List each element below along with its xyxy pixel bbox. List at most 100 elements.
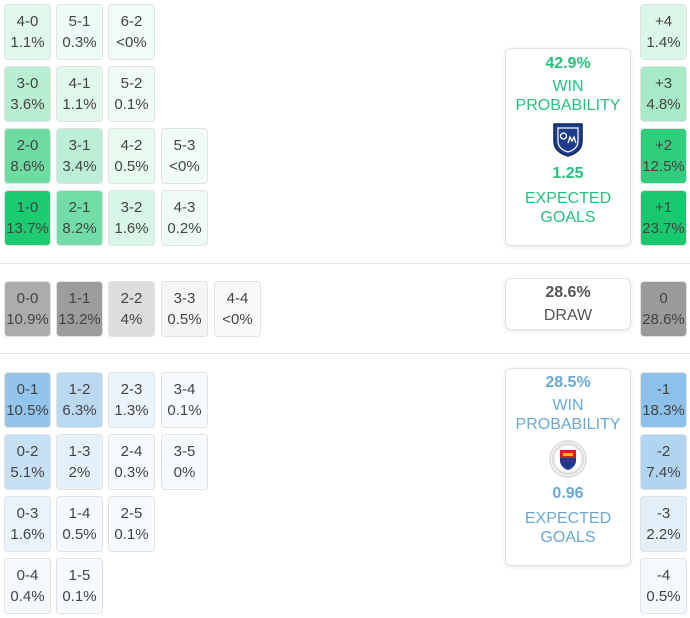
away-scoreline-cell: 1-5 0.1% [56,558,103,614]
millonarios-crest-icon [553,123,583,157]
score-probability: 18.3% [642,402,685,419]
away-scoreline-cell: 3-4 0.1% [161,372,208,428]
score-probability: 12.5% [642,158,685,175]
score-probability: 28.6% [642,311,685,328]
goal-margin-cell: +3 4.8% [640,66,687,122]
score-label: 4-3 [173,199,196,216]
score-label: 2-2 [120,290,143,307]
goal-margin-cell: +4 1.4% [640,4,687,60]
goal-margin-cell: -2 7.4% [640,434,687,490]
score-probability: 10.9% [6,311,49,328]
score-label: 5-2 [120,75,143,92]
score-probability: 1.6% [10,526,45,543]
score-label: +2 [654,137,673,154]
score-label: 3-4 [173,381,196,398]
home-win-percentage: 42.9% [545,55,591,72]
home-scoreline-cell: 4-1 1.1% [56,66,103,122]
score-label: 1-5 [68,567,91,584]
score-label: 3-1 [68,137,91,154]
score-label: 2-5 [120,505,143,522]
score-probability: 4.8% [646,96,681,113]
score-probability: 13.2% [58,311,101,328]
score-label: 5-1 [68,13,91,30]
draw-card: 28.6% DRAW [505,278,631,330]
home-scoreline-cell: 1-0 13.7% [4,190,51,246]
score-probability: 0.1% [167,402,202,419]
score-probability: 3.4% [62,158,97,175]
draw-scoreline-cell: 3-3 0.5% [161,281,208,337]
score-label: 2-1 [68,199,91,216]
away-expected-goals-label: EXPECTED GOALS [524,510,612,546]
score-probability: 2.2% [646,526,681,543]
away-win-card: 28.5% WIN PROBABILITY 0.96 EXPECTED GOAL… [505,368,631,566]
score-label: 4-0 [16,13,39,30]
score-label: 5-3 [173,137,196,154]
separator [0,263,690,264]
score-probability: 0.5% [114,158,149,175]
goal-margin-cell: +2 12.5% [640,128,687,184]
score-label: 4-4 [226,290,249,307]
score-probability: 13.7% [6,220,49,237]
score-label: 0-1 [16,381,39,398]
away-scoreline-cell: 0-4 0.4% [4,558,51,614]
score-probability: 0.4% [10,588,45,605]
score-probability: <0% [116,34,147,51]
home-expected-goals-label: EXPECTED GOALS [524,190,612,226]
score-probability: 8.6% [10,158,45,175]
score-label: 1-3 [68,443,91,460]
score-label: -2 [656,443,671,460]
score-label: 1-4 [68,505,91,522]
score-label: +3 [654,75,673,92]
home-scoreline-cell: 3-0 3.6% [4,66,51,122]
score-label: 6-2 [120,13,143,30]
score-label: 2-4 [120,443,143,460]
home-win-card: 42.9% WIN PROBABILITY 1.25 EXPECTED GOAL… [505,48,631,246]
score-probability: 10.5% [6,402,49,419]
home-scoreline-cell: 2-1 8.2% [56,190,103,246]
goal-margin-cell: 0 28.6% [640,281,687,337]
away-scoreline-cell: 1-4 0.5% [56,496,103,552]
score-probability: 8.2% [62,220,97,237]
draw-scoreline-cell: 2-2 4% [108,281,155,337]
draw-scoreline-cell: 1-1 13.2% [56,281,103,337]
separator [0,353,690,354]
draw-scoreline-cell: 0-0 10.9% [4,281,51,337]
goal-margin-cell: +1 23.7% [640,190,687,246]
score-probability: 6.3% [62,402,97,419]
away-scoreline-cell: 0-3 1.6% [4,496,51,552]
score-probability: 0.5% [646,588,681,605]
score-label: 1-1 [68,290,91,307]
home-scoreline-cell: 3-2 1.6% [108,190,155,246]
away-scoreline-cell: 3-5 0% [161,434,208,490]
score-label: -4 [656,567,671,584]
home-scoreline-cell: 5-2 0.1% [108,66,155,122]
away-scoreline-cell: 2-5 0.1% [108,496,155,552]
score-probability: 0.5% [167,311,202,328]
score-label: 1-0 [16,199,39,216]
score-label: 0-3 [16,505,39,522]
away-win-label: WIN PROBABILITY [515,397,621,433]
score-label: 3-3 [173,290,196,307]
score-label: 3-5 [173,443,196,460]
score-label: -3 [656,505,671,522]
home-scoreline-cell: 4-2 0.5% [108,128,155,184]
score-probability: 1.6% [114,220,149,237]
home-scoreline-cell: 5-1 0.3% [56,4,103,60]
score-label: 3-2 [120,199,143,216]
home-expected-goals: 1.25 [552,165,584,182]
score-label: 2-3 [120,381,143,398]
home-scoreline-cell: 3-1 3.4% [56,128,103,184]
score-label: 4-1 [68,75,91,92]
score-probability: <0% [169,158,200,175]
away-scoreline-cell: 0-1 10.5% [4,372,51,428]
score-probability: 23.7% [642,220,685,237]
score-label: 0 [659,290,668,307]
score-label: 0-2 [16,443,39,460]
home-scoreline-cell: 4-3 0.2% [161,190,208,246]
home-scoreline-cell: 5-3 <0% [161,128,208,184]
score-probability: 0.3% [62,34,97,51]
score-probability: 1.3% [114,402,149,419]
home-scoreline-cell: 4-0 1.1% [4,4,51,60]
score-probability: 0.1% [114,96,149,113]
score-label: 1-2 [68,381,91,398]
